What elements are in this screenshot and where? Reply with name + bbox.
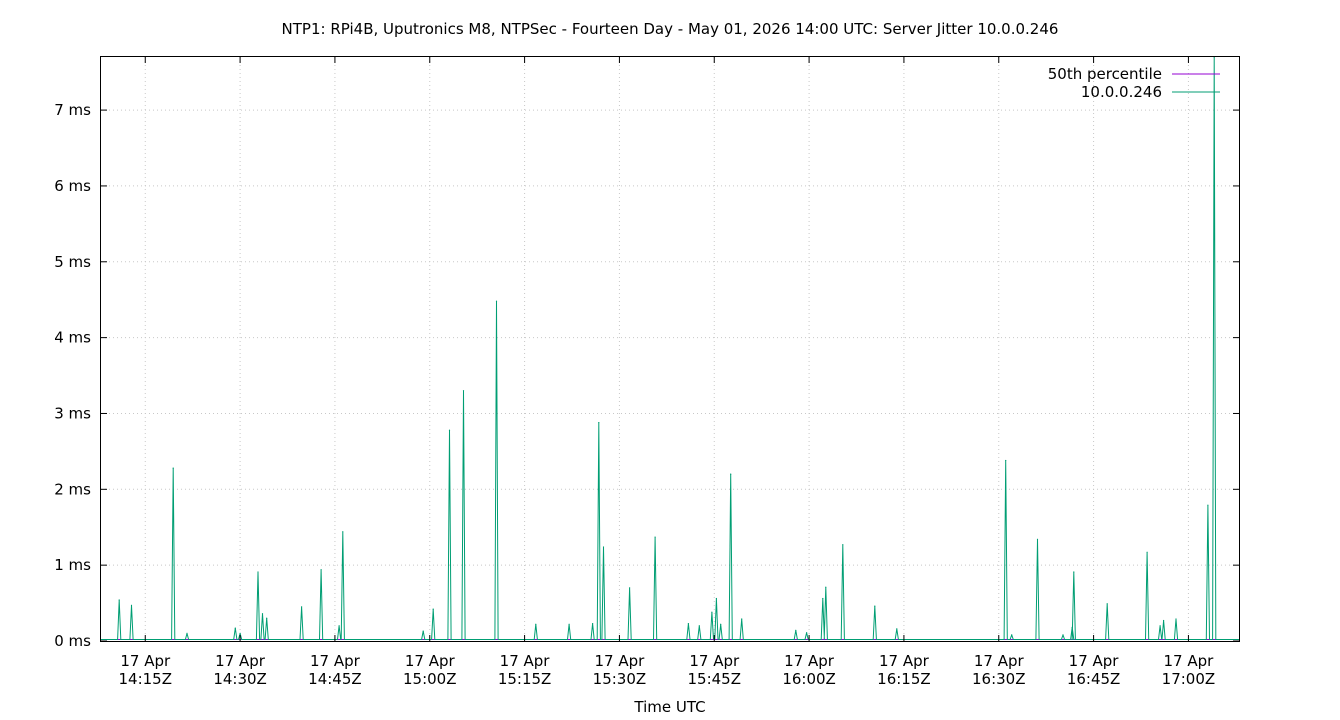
data-point [795, 629, 797, 632]
x-tick-label-date: 17 Apr [215, 652, 266, 670]
x-tick-label-time: 15:30Z [593, 670, 647, 688]
x-tick-label-time: 15:15Z [498, 670, 552, 688]
data-point [629, 587, 631, 589]
x-tick-label-date: 17 Apr [310, 652, 361, 670]
data-point [342, 531, 344, 533]
x-tick-label-time: 16:15Z [877, 670, 931, 688]
data-point [711, 611, 713, 613]
data-point [602, 546, 605, 548]
x-tick-label-time: 14:45Z [308, 670, 362, 688]
data-point [1163, 619, 1165, 622]
data-point [687, 623, 690, 625]
x-tick-label-date: 17 Apr [879, 652, 930, 670]
x-tick-label-time: 16:30Z [972, 670, 1026, 688]
data-point [842, 544, 844, 546]
legend-label: 50th percentile [1048, 65, 1162, 83]
data-point [822, 597, 824, 600]
x-tick-label-time: 16:00Z [782, 670, 836, 688]
data-point [874, 605, 876, 607]
data-point [257, 571, 259, 573]
series-layer [101, 56, 1239, 640]
y-tick-label: 2 ms [54, 480, 91, 498]
data-point [234, 627, 236, 629]
y-tick-label: 0 ms [54, 632, 91, 650]
x-tick-label-date: 17 Apr [689, 652, 740, 670]
data-point [598, 422, 600, 424]
x-tick-label-time: 16:45Z [1067, 670, 1121, 688]
legend-label: 10.0.0.246 [1081, 83, 1162, 101]
data-point [715, 597, 718, 600]
x-tick-label-time: 15:45Z [687, 670, 741, 688]
x-tick-label-date: 17 Apr [974, 652, 1025, 670]
data-point [266, 617, 268, 619]
data-point [432, 608, 434, 610]
data-point [825, 586, 827, 588]
data-point [239, 632, 241, 635]
data-point [261, 613, 264, 615]
data-point [1175, 618, 1177, 620]
data-point [1011, 634, 1013, 636]
chart-title: NTP1: RPi4B, Uputronics M8, NTPSec - Fou… [282, 20, 1059, 38]
data-point [568, 623, 570, 625]
data-point [1073, 571, 1075, 573]
x-axis-label: Time UTC [633, 698, 705, 716]
data-point [806, 632, 808, 634]
data-point [1106, 603, 1108, 605]
data-point [1146, 551, 1148, 553]
y-tick-label: 5 ms [54, 253, 91, 271]
x-tick-label-date: 17 Apr [1069, 652, 1120, 670]
data-point [495, 300, 498, 302]
data-point [730, 473, 732, 475]
x-tick-label-date: 17 Apr [595, 652, 646, 670]
grid [101, 57, 1239, 641]
series-line-10-0-0-246 [101, 56, 1239, 640]
data-point [1036, 538, 1039, 541]
data-point [1005, 459, 1007, 462]
data-point [535, 623, 537, 625]
data-point [186, 632, 188, 635]
y-tick-label: 3 ms [54, 404, 91, 422]
data-point [720, 623, 722, 625]
data-point [654, 536, 656, 538]
x-tick-label-time: 14:15Z [118, 670, 172, 688]
y-tick-label: 6 ms [54, 177, 91, 195]
data-point [118, 599, 120, 601]
data-point [1159, 625, 1161, 627]
data-point [422, 630, 424, 632]
data-point [172, 467, 174, 469]
data-point [698, 625, 700, 627]
data-point [338, 625, 340, 627]
data-point [130, 604, 133, 607]
data-point [462, 390, 465, 392]
data-point [1071, 626, 1073, 628]
data-point [1207, 504, 1209, 506]
x-tick-label-date: 17 Apr [784, 652, 835, 670]
x-tick-label-date: 17 Apr [500, 652, 551, 670]
data-point [1062, 634, 1064, 636]
x-tick-label-date: 17 Apr [405, 652, 456, 670]
data-point [896, 628, 898, 630]
y-axis: 0 ms 1 ms 2 ms 3 ms 4 ms 5 ms 6 ms 7 ms [54, 101, 1239, 650]
data-point [320, 569, 322, 571]
y-tick-label: 4 ms [54, 329, 91, 347]
y-tick-label: 7 ms [54, 101, 91, 119]
x-tick-label-time: 14:30Z [213, 670, 267, 688]
x-tick-label-date: 17 Apr [1164, 652, 1215, 670]
x-tick-label-time: 17:00Z [1162, 670, 1216, 688]
data-point [301, 606, 303, 608]
data-point [592, 623, 594, 625]
y-tick-label: 1 ms [54, 556, 91, 574]
data-point [741, 618, 743, 620]
x-tick-label-date: 17 Apr [120, 652, 171, 670]
data-point [448, 429, 451, 431]
plot-border [100, 56, 1240, 642]
x-tick-label-time: 15:00Z [403, 670, 457, 688]
